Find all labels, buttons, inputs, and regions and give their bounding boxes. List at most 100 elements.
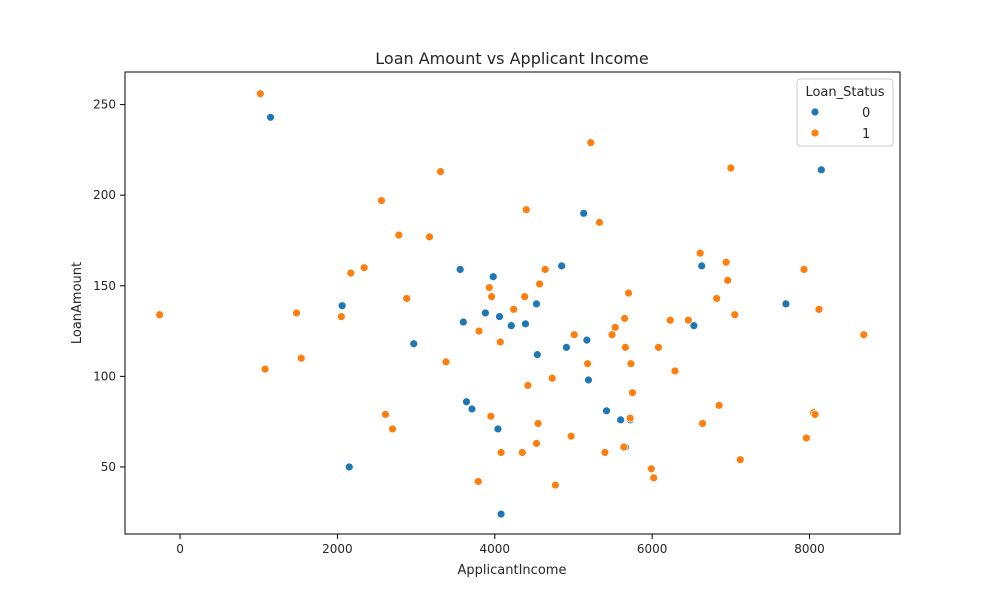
data-point xyxy=(698,419,707,428)
y-tick-label: 250 xyxy=(93,98,116,112)
legend-marker xyxy=(810,107,820,117)
axes-frame xyxy=(124,71,901,535)
data-point xyxy=(462,397,471,407)
data-point xyxy=(816,165,826,175)
data-point xyxy=(721,257,731,267)
legend-box xyxy=(796,78,894,147)
legend: Loan_Status 0 1 xyxy=(796,78,894,147)
chart-title: Loan Amount vs Applicant Income xyxy=(375,49,648,68)
data-point xyxy=(579,208,589,218)
data-point xyxy=(266,112,275,122)
x-axis: 0 2000 4000 6000 8000 xyxy=(176,534,825,556)
data-point xyxy=(493,424,503,434)
data-point xyxy=(344,462,354,472)
data-point xyxy=(730,310,740,320)
data-point xyxy=(654,342,663,352)
data-point xyxy=(155,310,165,320)
data-point xyxy=(624,288,633,298)
data-point xyxy=(665,315,675,325)
data-point xyxy=(620,313,630,323)
data-point xyxy=(683,315,693,325)
data-point xyxy=(473,477,483,486)
data-point xyxy=(533,419,543,428)
data-point xyxy=(810,410,820,419)
data-point xyxy=(610,323,620,332)
data-point xyxy=(646,464,656,474)
data-point xyxy=(292,308,301,318)
data-point xyxy=(621,342,630,352)
data-point xyxy=(425,232,434,242)
data-point xyxy=(557,261,567,271)
data-point xyxy=(388,424,397,434)
data-point xyxy=(649,473,659,483)
data-point xyxy=(801,433,811,443)
data-point xyxy=(582,335,592,345)
data-point xyxy=(532,299,541,309)
data-point xyxy=(488,272,498,282)
x-axis-label: ApplicantIncome xyxy=(458,563,567,578)
data-point xyxy=(670,366,680,376)
data-point xyxy=(495,337,505,347)
data-point xyxy=(595,217,604,227)
x-tick-label: 2000 xyxy=(322,542,353,556)
data-point xyxy=(859,330,869,340)
data-point xyxy=(486,411,496,421)
data-point xyxy=(569,330,579,340)
data-point xyxy=(409,339,419,349)
x-tick-label: 4000 xyxy=(480,542,511,556)
data-point xyxy=(607,330,617,340)
data-point xyxy=(566,431,576,441)
data-point xyxy=(712,294,722,303)
data-point xyxy=(735,455,745,465)
data-point xyxy=(535,279,545,289)
data-point xyxy=(521,205,531,215)
data-point xyxy=(509,304,519,314)
data-point xyxy=(402,294,412,303)
data-point xyxy=(625,413,635,423)
data-point xyxy=(799,265,809,274)
data-point xyxy=(550,480,560,490)
y-tick-label: 150 xyxy=(93,279,116,293)
legend-marker xyxy=(810,128,820,138)
data-point xyxy=(532,439,541,448)
data-point xyxy=(520,292,530,302)
legend-label: 1 xyxy=(862,127,870,142)
data-point xyxy=(484,283,494,293)
y-axis: 50 100 150 200 250 xyxy=(93,98,125,474)
data-point xyxy=(561,342,571,352)
data-point xyxy=(480,308,490,318)
data-point xyxy=(714,400,724,410)
y-axis-label: LoanAmount xyxy=(70,262,85,344)
y-tick-label: 200 xyxy=(93,188,116,202)
data-point xyxy=(436,167,445,177)
x-tick-label: 8000 xyxy=(794,542,825,556)
data-points xyxy=(155,89,869,519)
data-point xyxy=(523,381,533,390)
data-point xyxy=(381,410,390,419)
data-point xyxy=(619,442,629,452)
data-point xyxy=(458,317,468,327)
x-tick-label: 0 xyxy=(176,542,184,556)
data-point xyxy=(296,353,306,363)
data-point xyxy=(628,388,637,398)
data-point xyxy=(689,321,699,331)
data-point xyxy=(547,373,557,383)
data-point xyxy=(723,275,733,285)
data-point xyxy=(602,406,611,416)
data-point xyxy=(467,404,477,414)
data-point xyxy=(377,196,386,206)
data-point xyxy=(584,375,593,385)
data-point xyxy=(695,248,705,258)
data-point xyxy=(506,321,516,331)
data-point xyxy=(726,163,736,173)
data-point xyxy=(255,89,265,99)
data-point xyxy=(532,350,542,360)
legend-title: Loan_Status xyxy=(805,85,884,100)
data-point xyxy=(495,312,504,321)
x-tick-label: 6000 xyxy=(637,542,668,556)
data-point xyxy=(496,448,506,457)
data-point xyxy=(359,263,369,273)
data-point xyxy=(540,265,550,274)
data-point xyxy=(517,448,527,457)
